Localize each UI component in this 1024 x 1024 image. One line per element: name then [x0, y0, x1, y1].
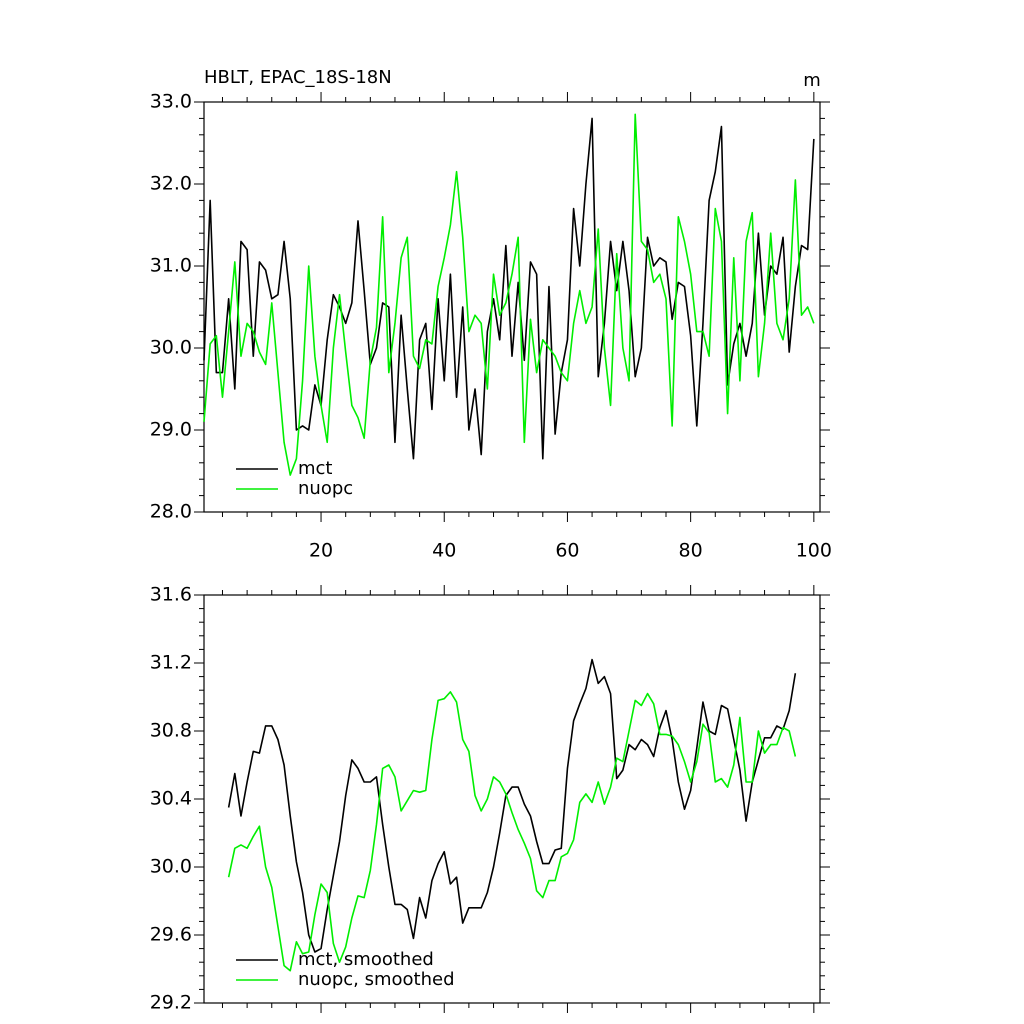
- data-line: [227, 658, 797, 953]
- chart-title: HBLT, EPAC_18S-18N: [204, 67, 392, 88]
- y-tick-label: 33.0: [150, 91, 192, 113]
- y-tick-label: 30.8: [150, 720, 192, 742]
- y-tick-label: 29.6: [150, 924, 192, 946]
- x-tick-label: 20: [309, 540, 333, 562]
- y-tick-label: 31.2: [150, 652, 192, 674]
- legend-label: mct: [298, 458, 333, 479]
- units-label: m: [803, 70, 821, 91]
- y-tick-label: 29.0: [150, 419, 192, 441]
- data-line: [203, 113, 815, 476]
- y-tick-label: 29.2: [150, 992, 192, 1014]
- x-tick-label: 60: [555, 540, 579, 562]
- data-line: [203, 117, 815, 460]
- y-tick-label: 32.0: [150, 173, 192, 195]
- x-tick-label: 100: [796, 540, 832, 562]
- x-tick-label: 40: [432, 540, 456, 562]
- y-tick-label: 30.0: [150, 337, 192, 359]
- y-tick-label: 30.4: [150, 788, 192, 810]
- legend-label: nuopc: [298, 478, 353, 499]
- plot-frame: [203, 101, 821, 513]
- x-tick-label: 80: [679, 540, 703, 562]
- y-tick-label: 31.6: [150, 584, 192, 606]
- legend-label: nuopc, smoothed: [298, 969, 455, 990]
- y-tick-label: 31.0: [150, 255, 192, 277]
- legend-label: mct, smoothed: [298, 949, 434, 970]
- y-tick-label: 28.0: [150, 501, 192, 523]
- y-tick-label: 30.0: [150, 856, 192, 878]
- data-line: [227, 691, 797, 972]
